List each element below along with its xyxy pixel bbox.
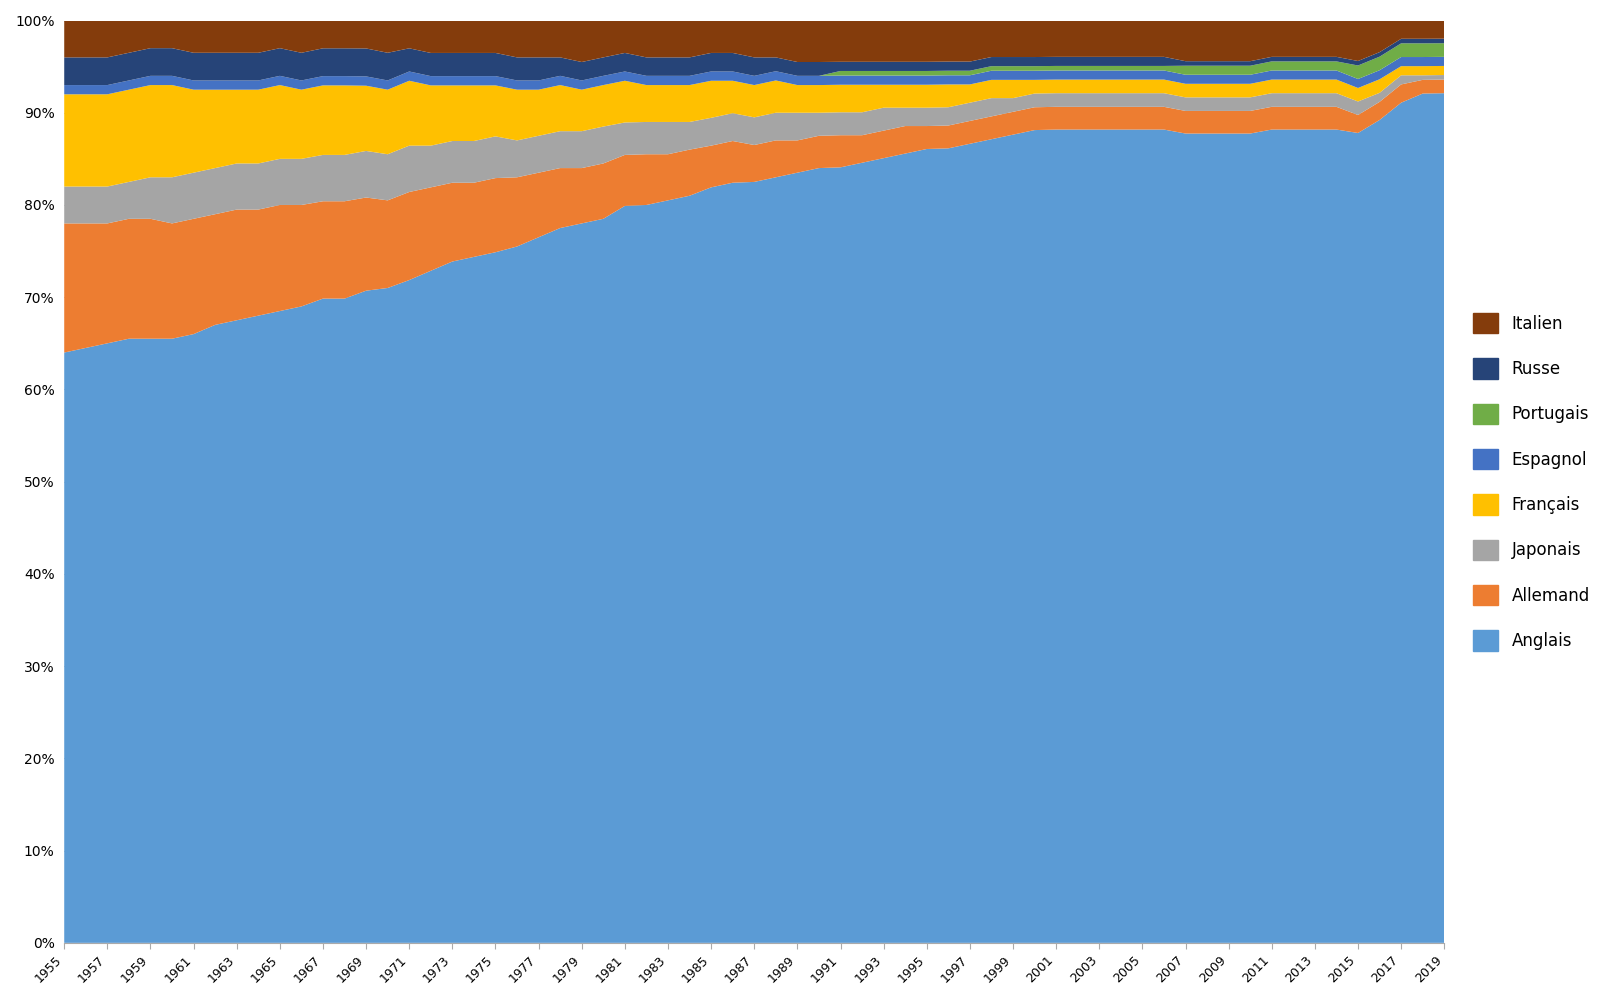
Legend: Italien, Russe, Portugais, Espagnol, Français, Japonais, Allemand, Anglais: Italien, Russe, Portugais, Espagnol, Fra… xyxy=(1467,306,1597,657)
